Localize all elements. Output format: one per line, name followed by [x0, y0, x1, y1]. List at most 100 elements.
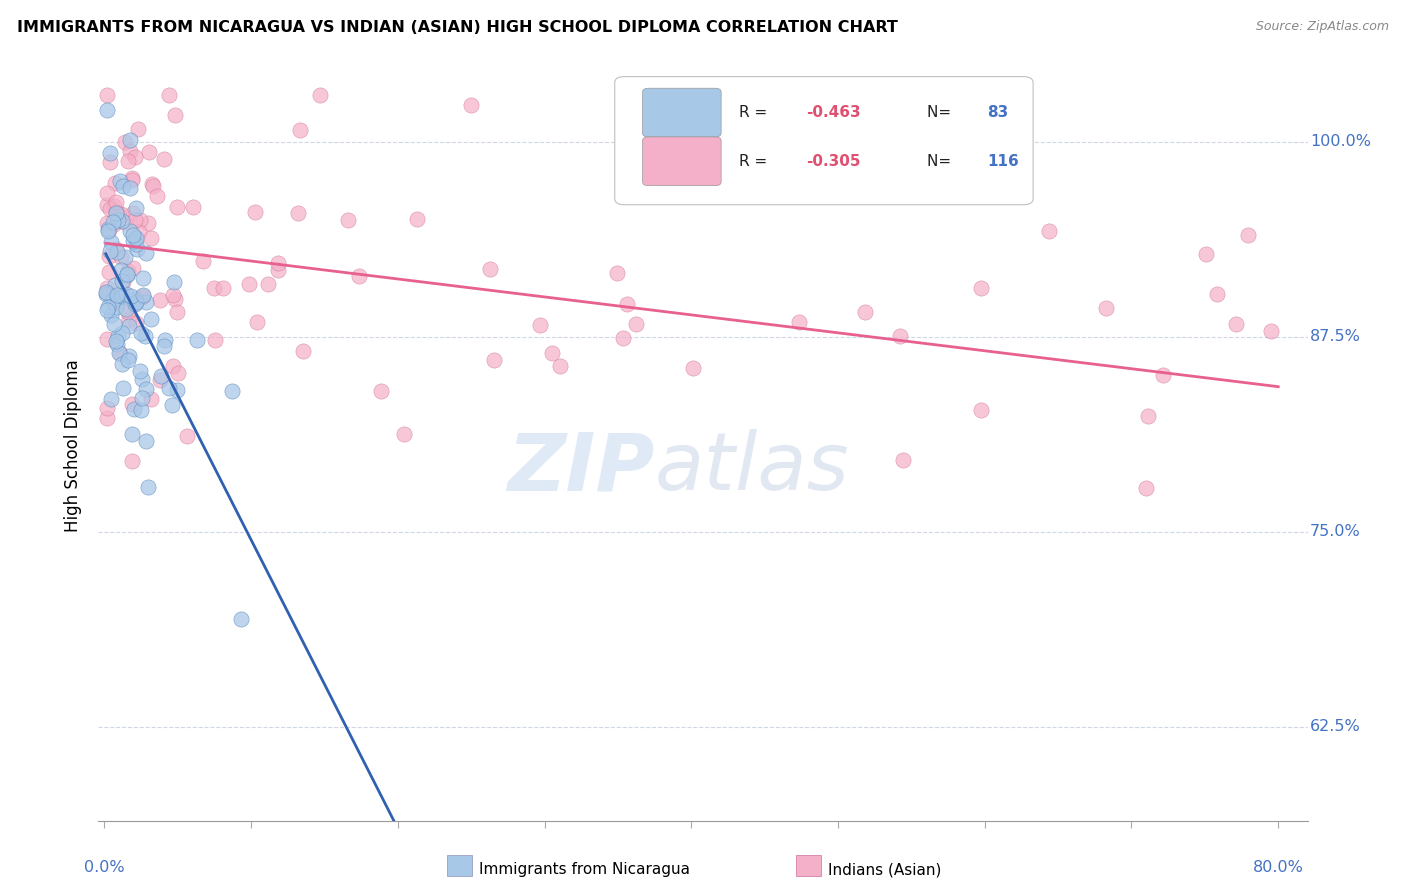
- Point: [111, 214, 134, 228]
- Point: [111, 381, 134, 395]
- Point: [1195, 247, 1218, 261]
- Point: [120, 181, 142, 195]
- Point: [153, 339, 176, 353]
- Point: [163, 292, 186, 306]
- Point: [682, 361, 704, 376]
- Point: [100, 308, 122, 322]
- Point: [96, 281, 118, 295]
- Point: [606, 266, 628, 280]
- Text: 75.0%: 75.0%: [1310, 524, 1361, 540]
- Point: [117, 264, 139, 278]
- Point: [96, 285, 118, 299]
- Point: [96, 87, 118, 102]
- Point: [149, 293, 172, 307]
- Point: [181, 200, 204, 214]
- Point: [103, 217, 125, 231]
- Point: [97, 222, 120, 236]
- Point: [789, 315, 811, 329]
- Point: [548, 359, 571, 374]
- Point: [122, 206, 145, 220]
- Point: [121, 397, 143, 411]
- Point: [529, 318, 551, 332]
- Text: N=: N=: [927, 105, 956, 120]
- Point: [110, 263, 132, 277]
- Point: [969, 403, 991, 417]
- Point: [96, 401, 118, 416]
- Point: [118, 349, 141, 363]
- Point: [121, 454, 143, 468]
- Point: [139, 311, 162, 326]
- Point: [163, 108, 186, 122]
- Point: [460, 98, 482, 112]
- Point: [115, 286, 138, 301]
- Point: [125, 295, 148, 310]
- Point: [105, 204, 128, 219]
- Point: [176, 429, 198, 443]
- Point: [612, 331, 634, 345]
- Point: [103, 199, 125, 213]
- Point: [853, 304, 876, 318]
- Point: [1135, 481, 1157, 495]
- Point: [155, 334, 177, 348]
- Point: [132, 270, 155, 285]
- Text: IMMIGRANTS FROM NICARAGUA VS INDIAN (ASIAN) HIGH SCHOOL DIPLOMA CORRELATION CHAR: IMMIGRANTS FROM NICARAGUA VS INDIAN (ASI…: [17, 20, 898, 35]
- Text: 0.0%: 0.0%: [84, 860, 125, 874]
- Point: [1095, 301, 1118, 315]
- Point: [370, 384, 392, 398]
- Text: N=: N=: [927, 153, 956, 169]
- Point: [135, 434, 157, 449]
- Point: [118, 319, 141, 334]
- Point: [157, 381, 180, 395]
- Point: [122, 228, 145, 243]
- Point: [96, 410, 118, 425]
- Point: [121, 234, 143, 248]
- Point: [104, 278, 127, 293]
- Y-axis label: High School Diploma: High School Diploma: [65, 359, 83, 533]
- Point: [129, 326, 152, 340]
- Point: [107, 212, 129, 227]
- Point: [889, 329, 911, 343]
- Point: [1136, 409, 1159, 423]
- Point: [103, 296, 125, 310]
- Text: ZIP: ZIP: [508, 429, 655, 508]
- Point: [125, 231, 148, 245]
- FancyBboxPatch shape: [643, 88, 721, 137]
- Point: [124, 292, 146, 306]
- Point: [96, 186, 118, 201]
- Point: [131, 289, 153, 303]
- Point: [134, 329, 156, 343]
- Point: [149, 373, 172, 387]
- Text: atlas: atlas: [655, 429, 849, 508]
- Point: [101, 294, 124, 309]
- Point: [478, 262, 501, 277]
- Point: [98, 244, 121, 258]
- Point: [94, 285, 117, 299]
- Point: [110, 174, 132, 188]
- Point: [287, 206, 309, 220]
- Text: 116: 116: [987, 153, 1019, 169]
- Point: [1237, 228, 1260, 243]
- Point: [129, 364, 152, 378]
- Point: [114, 250, 136, 264]
- Point: [103, 215, 125, 229]
- Point: [98, 249, 121, 263]
- Text: 80.0%: 80.0%: [1253, 860, 1303, 874]
- Point: [117, 153, 139, 168]
- Point: [1038, 224, 1060, 238]
- Point: [541, 346, 564, 360]
- Point: [114, 135, 136, 149]
- Point: [193, 254, 215, 268]
- Point: [166, 383, 188, 397]
- Point: [111, 326, 134, 340]
- Point: [120, 289, 142, 303]
- Point: [131, 287, 153, 301]
- Point: [157, 87, 180, 102]
- Point: [98, 155, 121, 169]
- Point: [1225, 318, 1247, 332]
- Point: [111, 179, 134, 194]
- Point: [131, 391, 153, 405]
- Point: [111, 276, 134, 290]
- Point: [162, 359, 184, 373]
- Point: [98, 146, 121, 161]
- Point: [131, 372, 153, 386]
